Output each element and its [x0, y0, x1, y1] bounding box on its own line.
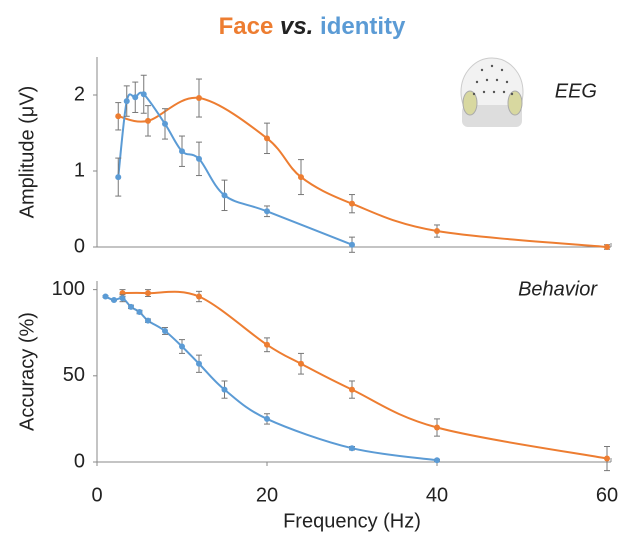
point [604, 244, 610, 250]
point [349, 241, 355, 248]
point [264, 341, 270, 348]
point [111, 296, 117, 303]
y-tick-label: 1 [74, 159, 85, 181]
y-axis-label: Amplitude (μV) [16, 86, 38, 219]
point [196, 155, 202, 162]
point [434, 228, 440, 235]
x-tick-label: 40 [426, 484, 448, 506]
x-tick-label: 20 [256, 484, 278, 506]
y-tick-label: 100 [52, 278, 85, 300]
annotation: EEG [555, 80, 597, 102]
x-tick-label: 60 [596, 484, 618, 506]
title-part: identity [320, 13, 406, 40]
point [604, 455, 610, 462]
point [115, 174, 122, 181]
point [179, 343, 185, 350]
line [105, 295, 438, 462]
point [434, 457, 440, 464]
point [349, 445, 355, 452]
annotation: Behavior [518, 278, 598, 300]
point [115, 113, 122, 120]
y-tick-label: 0 [74, 450, 85, 472]
x-tick-label: 0 [91, 484, 102, 506]
point [132, 94, 139, 101]
point [196, 293, 202, 300]
point [434, 424, 440, 431]
title-part: Face [219, 13, 274, 40]
point [264, 208, 270, 215]
line [118, 97, 608, 248]
point [128, 303, 134, 310]
x-axis-label: Frequency (Hz) [283, 510, 421, 532]
point [221, 386, 228, 393]
point [349, 386, 355, 393]
point [102, 293, 109, 300]
y-tick-label: 2 [74, 83, 85, 105]
point [123, 98, 130, 105]
point [140, 91, 147, 98]
point [264, 415, 270, 422]
point [196, 95, 202, 102]
y-tick-label: 0 [74, 235, 85, 257]
point [162, 120, 168, 127]
y-axis-label: Accuracy (%) [16, 312, 38, 431]
point [145, 117, 151, 124]
head-icon [460, 57, 524, 127]
point [145, 290, 151, 297]
y-tick-label: 50 [63, 364, 85, 386]
point [162, 327, 168, 334]
point [298, 360, 304, 367]
line [122, 290, 608, 460]
line [117, 91, 353, 246]
title-part: vs. [280, 13, 313, 40]
point [264, 135, 270, 142]
point [349, 200, 355, 207]
chart-title: Face vs. identity [219, 13, 406, 40]
point [179, 148, 185, 155]
point [196, 360, 202, 367]
point [145, 317, 151, 324]
point [119, 295, 126, 302]
point [298, 174, 304, 181]
point [221, 192, 228, 199]
point [136, 309, 143, 316]
